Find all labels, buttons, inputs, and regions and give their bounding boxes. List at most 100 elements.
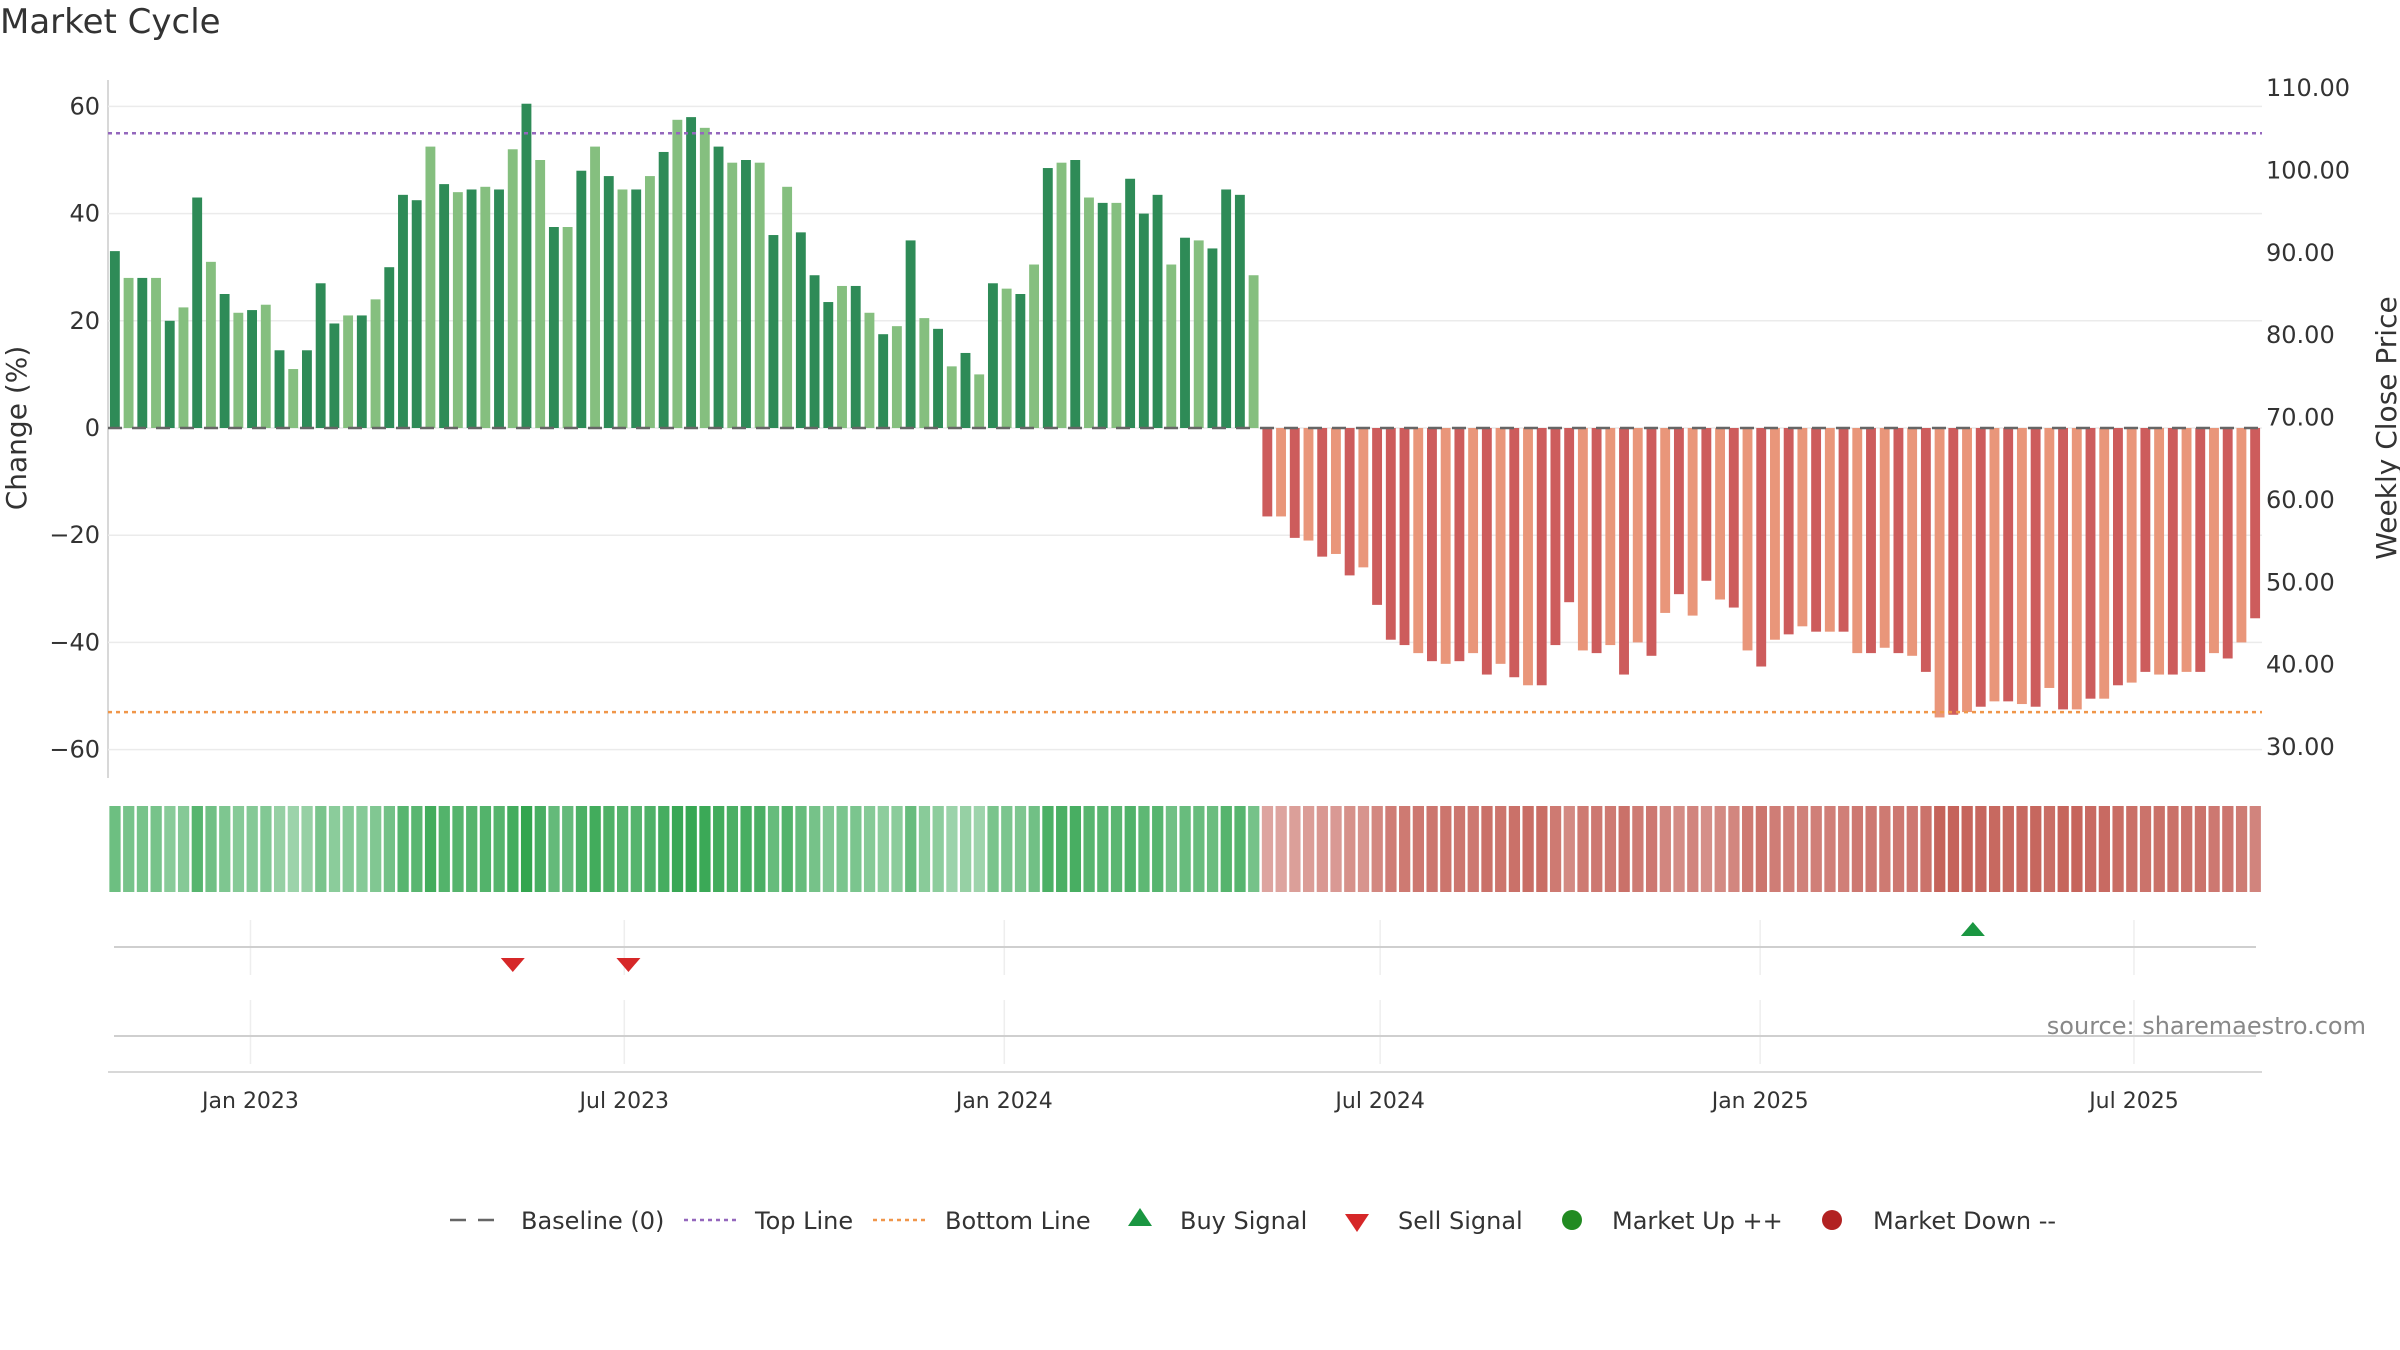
change-bar (1234, 194, 1245, 428)
legend-label: Baseline (0) (521, 1207, 664, 1235)
heat-strip-cell (2167, 806, 2179, 892)
heat-strip-cell (136, 806, 149, 892)
heat-strip-cell (507, 806, 519, 892)
change-bar (933, 328, 943, 428)
heat-strip-cell (644, 806, 656, 892)
change-bar (109, 251, 120, 428)
heat-strip-cell (123, 806, 135, 892)
heat-strip-cell (1261, 806, 1274, 892)
heat-strip-cell (383, 806, 396, 892)
heat-strip-cell (1056, 806, 1068, 892)
heat-strip-cell (836, 806, 848, 892)
change-bar (2071, 428, 2082, 710)
heat-strip-cell (1302, 806, 1315, 892)
change-bar (151, 277, 161, 428)
change-bar (850, 285, 861, 428)
heat-strip-cell (630, 806, 642, 892)
heat-strip-cell (2112, 806, 2124, 892)
change-bar (274, 350, 285, 428)
heat-strip-cell (1385, 806, 1397, 892)
heat-strip-cell (1508, 806, 1521, 892)
heat-strip-cell (1042, 806, 1054, 892)
change-bar (192, 197, 203, 428)
change-bar (878, 334, 889, 428)
x-tick-label: Jul 2025 (2087, 1089, 2179, 1114)
change-bar (1207, 248, 1218, 428)
heat-strip-cell (918, 806, 931, 892)
heat-strip-cell (1879, 806, 1891, 892)
change-bar (809, 275, 820, 428)
heat-strip-cell (1755, 806, 1767, 892)
change-bar (1687, 428, 1698, 616)
legend-label: Market Up ++ (1612, 1207, 1783, 1235)
heat-strip-cell (424, 806, 437, 892)
heat-strip-cell (1714, 806, 1726, 892)
heat-strip-cell (2235, 806, 2248, 892)
y-tick-label-right: 60.00 (2266, 486, 2335, 514)
heat-strip-cell (534, 806, 546, 892)
heat-strip-cell (1577, 806, 1589, 892)
y-axis-title-right: Weekly Close Price (2370, 296, 2400, 559)
change-bar (686, 117, 697, 429)
change-bar (1303, 428, 1314, 541)
change-bar (1248, 275, 1259, 428)
heat-strip-cell (1344, 806, 1356, 892)
heat-strip-cell (109, 806, 121, 892)
heat-strip-cell (1014, 806, 1027, 892)
change-bar (1756, 428, 1767, 667)
change-bar (1056, 162, 1067, 428)
change-bar (1180, 237, 1190, 428)
heat-strip-cell (397, 806, 409, 892)
heat-strip-cell (287, 806, 299, 892)
buy-signal-legend-icon (1128, 1208, 1152, 1226)
change-bar (576, 170, 587, 428)
change-bar (247, 310, 257, 428)
change-bar (425, 146, 436, 428)
heat-strip-cell (726, 806, 739, 892)
heat-strip-cell (191, 806, 203, 892)
change-bar (2085, 428, 2096, 699)
y-tick-label-right: 30.00 (2266, 733, 2335, 761)
y-tick-label-right: 80.00 (2266, 321, 2335, 349)
change-bar (699, 127, 710, 428)
change-bar (1152, 194, 1163, 428)
change-bar (1742, 428, 1753, 651)
heat-strip-cell (1892, 806, 1905, 892)
heat-strip-cell (301, 806, 313, 892)
change-bar (1852, 428, 1863, 654)
heat-strip-cell (1467, 806, 1479, 892)
change-bar (1523, 428, 1533, 686)
heat-strip-cell (246, 806, 258, 892)
heat-strip-cell (1851, 806, 1864, 892)
y-tick-label-right: 100.00 (2266, 156, 2350, 184)
change-bar (1440, 428, 1451, 664)
heat-strip-cell (822, 806, 835, 892)
change-bar (1605, 428, 1616, 646)
heat-strip-cell (2181, 806, 2193, 892)
heat-strip-cell (2030, 806, 2042, 892)
y-tick-label-right: 70.00 (2266, 404, 2335, 432)
change-bar (823, 302, 834, 428)
change-bar (1029, 264, 1040, 428)
y-tick-label-left: −60 (49, 736, 100, 764)
change-bar (1701, 428, 1712, 581)
change-bar (1907, 428, 1918, 656)
change-bar (2099, 428, 2110, 699)
heat-strip-cell (932, 806, 944, 892)
heat-strip-cell (342, 806, 354, 892)
change-bar (2209, 428, 2219, 654)
heat-strip-cell (1275, 806, 1287, 892)
change-bar (782, 186, 793, 428)
change-bar (2154, 428, 2165, 675)
change-bar (1893, 428, 1904, 654)
x-tick-label: Jan 2023 (200, 1089, 299, 1114)
heat-strip-cell (1083, 806, 1095, 892)
heat-strip-cell (1838, 806, 1850, 892)
change-bar (960, 352, 971, 428)
change-bar (1330, 428, 1341, 554)
change-bar (1042, 168, 1053, 429)
heat-strip-cell (1673, 806, 1685, 892)
change-bar (905, 240, 916, 428)
change-bar (1948, 428, 1959, 715)
